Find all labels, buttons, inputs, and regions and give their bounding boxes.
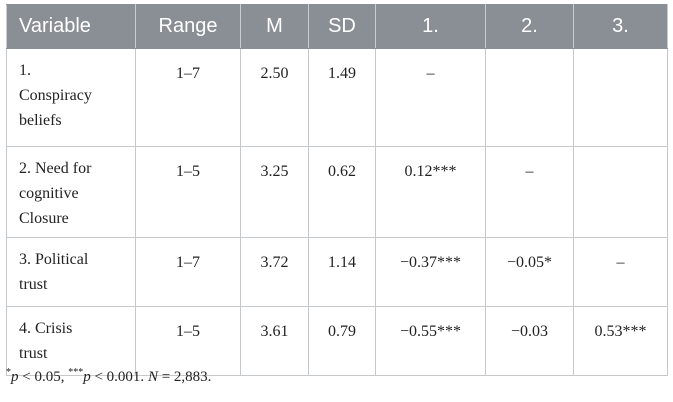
table-footnote: *p < 0.05, ***p < 0.001. N = 2,883. xyxy=(6,367,212,386)
cell-variable: 2. Need for cognitive Closure xyxy=(6,146,136,238)
variable-label-line: Closure xyxy=(19,210,69,227)
header-m: M xyxy=(240,4,309,49)
cell-corr-1: −0.55*** xyxy=(375,306,486,376)
footnote-p-symbol: p xyxy=(83,369,91,385)
header-col-1: 1. xyxy=(375,4,486,49)
variable-label-line: cognitive xyxy=(19,185,79,202)
cell-sd: 1.49 xyxy=(308,48,376,147)
cell-range: 1–7 xyxy=(135,237,241,307)
cell-sd: 0.62 xyxy=(308,146,376,238)
variable-label-line: 2. Need for xyxy=(19,160,92,177)
correlation-table: Variable Range M SD 1. 2. 3. 1. Conspira… xyxy=(6,4,668,376)
footnote-p-symbol: p xyxy=(11,369,19,385)
table-row: 2. Need for cognitive Closure 1–5 3.25 0… xyxy=(6,146,668,238)
cell-corr-2: −0.03 xyxy=(485,306,574,376)
table-row: 3. Political trust 1–7 3.72 1.14 −0.37**… xyxy=(6,237,668,307)
variable-label-line: 1. xyxy=(19,62,31,79)
cell-corr-3: – xyxy=(573,237,668,307)
header-variable: Variable xyxy=(6,4,136,49)
table-row: 4. Crisis trust 1–5 3.61 0.79 −0.55*** −… xyxy=(6,306,668,376)
cell-m: 3.25 xyxy=(240,146,309,238)
cell-corr-2: – xyxy=(485,146,574,238)
header-col-3: 3. xyxy=(573,4,668,49)
cell-sd: 1.14 xyxy=(308,237,376,307)
cell-corr-2: −0.05* xyxy=(485,237,574,307)
cell-corr-3: 0.53*** xyxy=(573,306,668,376)
footnote-text: < 0.05, xyxy=(18,369,69,385)
header-range: Range xyxy=(135,4,241,49)
footnote-text: = 2,883. xyxy=(157,369,212,385)
footnote-n-symbol: N xyxy=(147,369,158,385)
cell-variable: 1. Conspiracy beliefs xyxy=(6,48,136,147)
cell-corr-3 xyxy=(573,146,668,238)
cell-sd: 0.79 xyxy=(308,306,376,376)
variable-label-line: trust xyxy=(19,276,48,293)
variable-label-line: 4. Crisis xyxy=(19,320,73,337)
table-row: 1. Conspiracy beliefs 1–7 2.50 1.49 – xyxy=(6,48,668,147)
variable-label-line: 3. Political xyxy=(19,251,89,268)
cell-m: 3.72 xyxy=(240,237,309,307)
variable-label-line: trust xyxy=(19,345,48,362)
header-col-2: 2. xyxy=(485,4,574,49)
cell-m: 3.61 xyxy=(240,306,309,376)
cell-m: 2.50 xyxy=(240,48,309,147)
table-header-row: Variable Range M SD 1. 2. 3. xyxy=(6,4,668,49)
header-sd: SD xyxy=(308,4,376,49)
variable-label-line: Conspiracy xyxy=(19,87,92,104)
footnote-star-single: * xyxy=(6,367,11,378)
cell-corr-1: 0.12*** xyxy=(375,146,486,238)
cell-corr-1: – xyxy=(375,48,486,147)
cell-range: 1–5 xyxy=(135,146,241,238)
footnote-text: < 0.001. xyxy=(90,369,148,385)
variable-label-line: beliefs xyxy=(19,112,62,129)
cell-corr-3 xyxy=(573,48,668,147)
cell-corr-1: −0.37*** xyxy=(375,237,486,307)
cell-corr-2 xyxy=(485,48,574,147)
footnote-star-triple: *** xyxy=(68,367,84,378)
cell-range: 1–5 xyxy=(135,306,241,376)
cell-range: 1–7 xyxy=(135,48,241,147)
cell-variable: 3. Political trust xyxy=(6,237,136,307)
correlation-table-container: Variable Range M SD 1. 2. 3. 1. Conspira… xyxy=(6,4,668,376)
cell-variable: 4. Crisis trust xyxy=(6,306,136,376)
